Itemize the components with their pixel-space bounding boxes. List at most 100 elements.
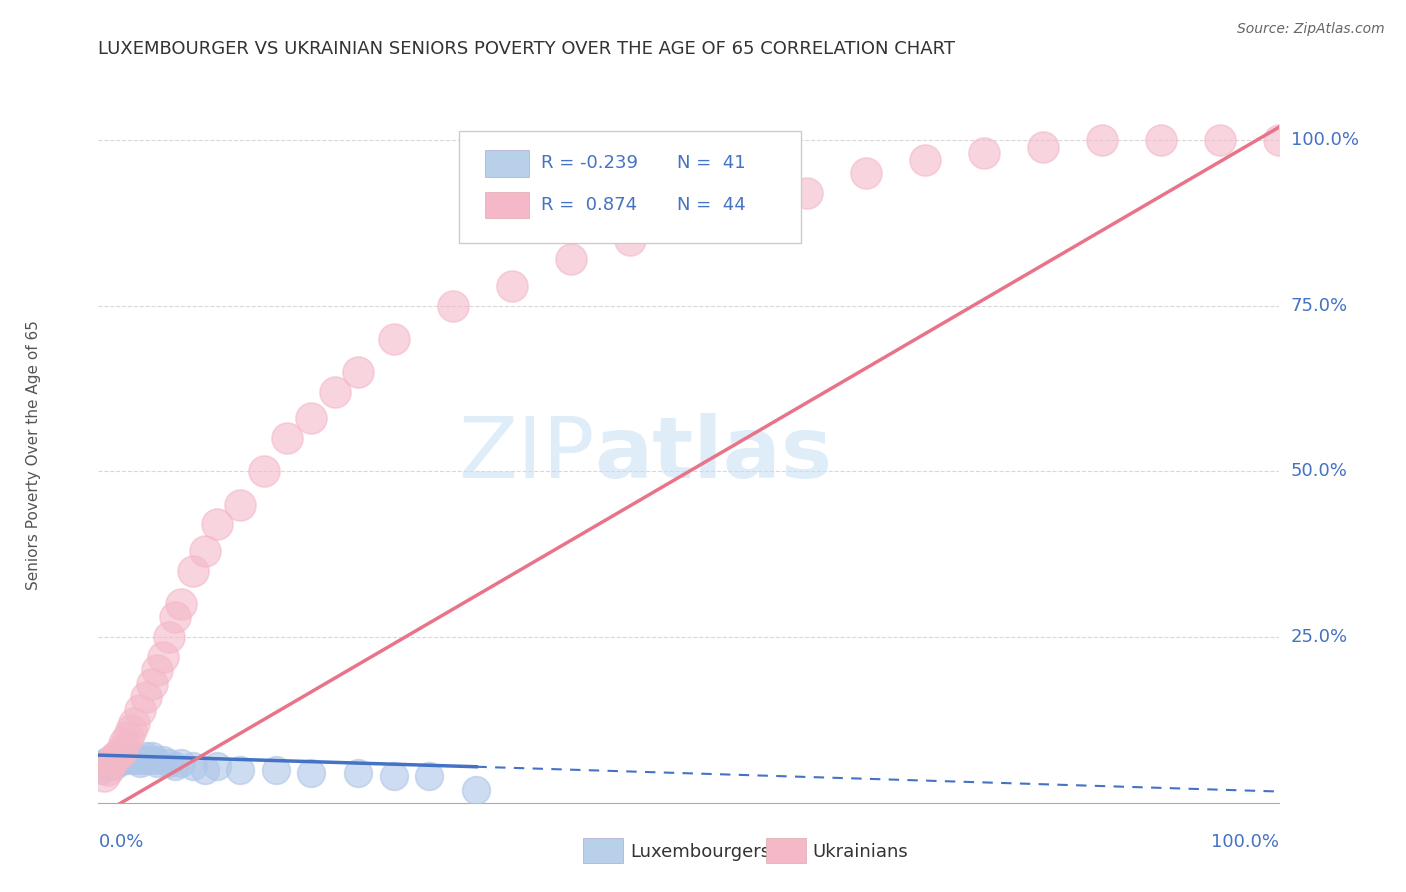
Point [165,759,187,773]
Point [678,212,700,227]
Point [157,630,180,644]
Point [418,769,440,783]
Point [1209,133,1232,147]
Text: LUXEMBOURGER VS UKRAINIAN SENIORS POVERTY OVER THE AGE OF 65 CORRELATION CHART: LUXEMBOURGER VS UKRAINIAN SENIORS POVERT… [98,40,956,58]
Point [229,763,252,777]
Point [117,730,139,744]
Point [382,332,405,346]
Point [101,753,124,767]
Point [98,756,121,770]
Point [112,736,135,750]
Point [323,384,346,399]
Text: 25.0%: 25.0% [1291,628,1348,646]
Point [108,753,131,767]
Point [121,723,143,737]
Point [141,749,163,764]
Point [125,753,148,767]
Point [122,716,145,731]
Point [135,690,157,704]
Point [97,763,120,777]
Point [101,759,124,773]
Point [132,753,155,767]
Point [170,597,193,611]
Point [501,279,523,293]
Point [347,365,370,379]
Point [93,769,115,783]
Point [796,186,818,201]
Point [146,756,169,770]
Point [914,153,936,167]
Point [94,759,117,773]
Text: 75.0%: 75.0% [1291,297,1348,315]
Point [146,663,169,677]
Text: Luxembourgers: Luxembourgers [630,843,770,861]
Point [143,753,166,767]
Point [194,763,217,777]
Point [560,252,582,267]
Text: N =  41: N = 41 [678,154,745,172]
Point [299,766,322,780]
Point [97,759,120,773]
Point [93,756,115,770]
Point [170,756,193,770]
Point [108,746,131,760]
Point [105,753,128,767]
Text: Ukrainians: Ukrainians [813,843,908,861]
Point [205,517,228,532]
Point [135,749,157,764]
FancyBboxPatch shape [458,131,801,243]
Text: 100.0%: 100.0% [1291,131,1358,149]
Point [98,753,121,767]
Point [1150,133,1173,147]
Point [465,782,488,797]
Point [136,753,159,767]
Point [737,199,759,213]
Point [1032,140,1054,154]
Text: atlas: atlas [595,413,832,497]
Point [105,749,128,764]
Point [181,564,204,578]
Point [111,743,134,757]
Point [91,763,114,777]
Bar [485,192,530,219]
Point [229,498,252,512]
Point [157,756,180,770]
Point [117,749,139,764]
Text: R = -0.239: R = -0.239 [541,154,638,172]
Point [855,166,877,180]
Point [299,411,322,425]
Text: 100.0%: 100.0% [1212,833,1279,851]
Text: 50.0%: 50.0% [1291,462,1347,481]
Text: 0.0%: 0.0% [98,833,143,851]
Point [96,756,118,770]
Point [181,759,204,773]
Point [264,763,287,777]
Text: ZIP: ZIP [458,413,595,497]
Point [441,299,464,313]
Point [973,146,995,161]
Point [194,544,217,558]
Point [120,753,142,767]
Point [276,431,298,445]
Text: Seniors Poverty Over the Age of 65: Seniors Poverty Over the Age of 65 [25,320,41,590]
Text: N =  44: N = 44 [678,196,745,214]
Point [619,233,641,247]
Point [105,749,128,764]
Point [205,759,228,773]
Point [122,749,145,764]
Text: Source: ZipAtlas.com: Source: ZipAtlas.com [1237,22,1385,37]
Point [98,756,121,770]
Point [1091,133,1114,147]
Point [112,753,135,767]
Text: R =  0.874: R = 0.874 [541,196,637,214]
Point [253,465,276,479]
Bar [485,150,530,177]
Point [100,753,122,767]
Point [111,749,134,764]
Point [107,756,129,770]
Point [152,753,174,767]
Point [152,650,174,665]
Point [1268,133,1291,147]
Point [141,676,163,690]
Point [128,756,150,770]
